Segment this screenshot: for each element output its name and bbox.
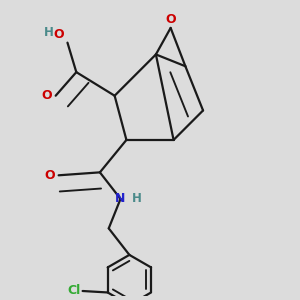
Text: O: O [44,169,55,182]
Text: O: O [41,89,52,102]
Text: Cl: Cl [67,284,80,298]
Text: O: O [165,14,176,26]
Text: H: H [44,26,54,39]
Text: H: H [132,192,142,206]
Text: O: O [53,28,64,41]
Text: N: N [115,192,126,206]
